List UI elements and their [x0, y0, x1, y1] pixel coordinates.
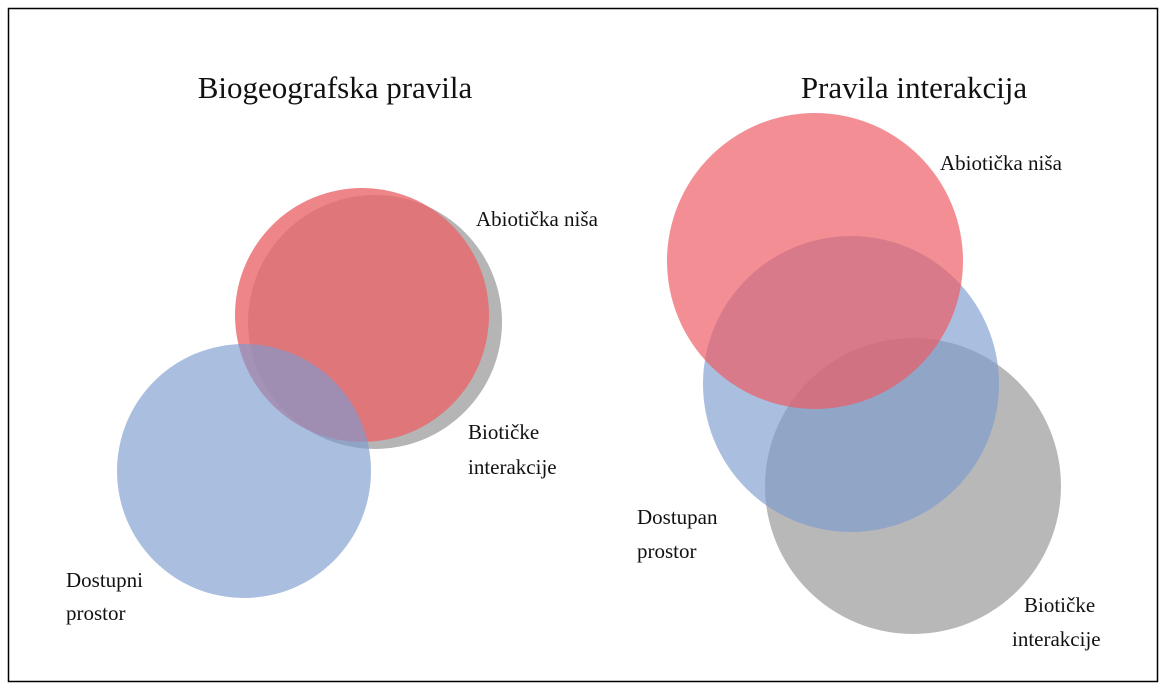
circle-label: Abiotička niša [940, 151, 1063, 175]
circle-label: Biotičke [468, 420, 539, 444]
panel-title: Pravila interakcija [801, 70, 1028, 105]
right-circles [667, 113, 1061, 634]
circle-label: Biotičke [1024, 593, 1095, 617]
abiotic-circle [667, 113, 963, 409]
circle-label: Dostupni [66, 568, 143, 592]
circle-label: Abiotička niša [476, 207, 599, 231]
texts: Biogeografska pravila Abiotička niša Bioti… [66, 70, 1101, 651]
circle-label: interakcije [1012, 627, 1101, 651]
circle-label: prostor [637, 539, 697, 563]
circle-label: prostor [66, 601, 126, 625]
circle-label: interakcije [468, 455, 557, 479]
panel-title: Biogeografska pravila [198, 70, 473, 105]
access-circle [117, 344, 371, 598]
left-circles [117, 188, 502, 598]
circle-label: Dostupan [637, 505, 718, 529]
